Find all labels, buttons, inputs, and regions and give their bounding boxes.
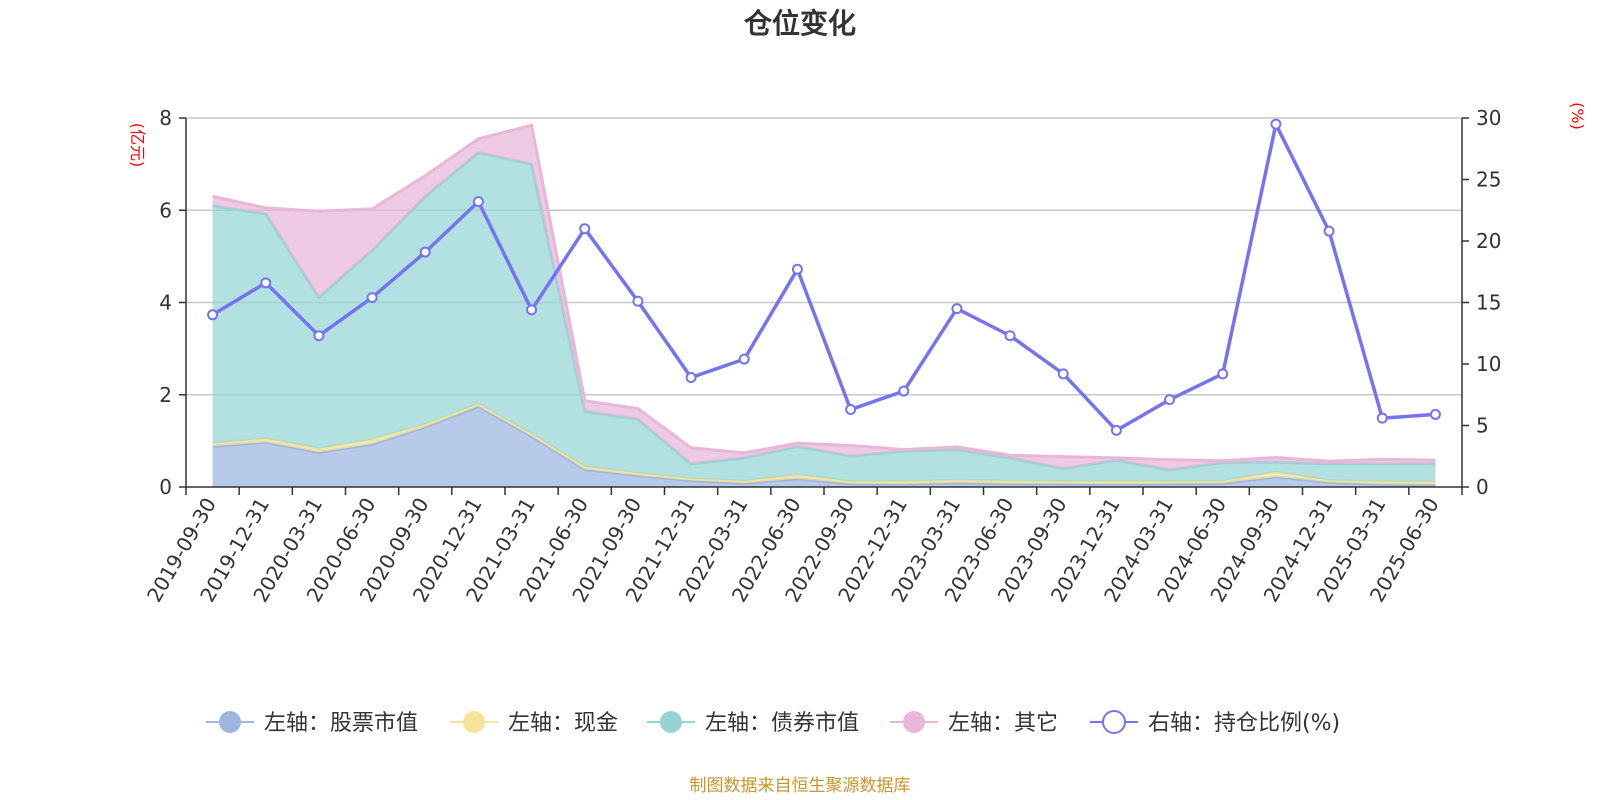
right-axis-unit: (%) xyxy=(1568,102,1587,130)
ratio-point xyxy=(1429,408,1441,420)
legend-label: 左轴：债券市值 xyxy=(705,711,859,736)
ratio-point xyxy=(1323,225,1335,237)
ratio-point xyxy=(526,304,538,316)
ratio-point xyxy=(1004,330,1016,342)
area-左轴：债券市值 xyxy=(212,152,1436,482)
legend-marker xyxy=(463,711,485,733)
right-tick-label: 10 xyxy=(1476,352,1501,376)
left-tick-label: 0 xyxy=(159,475,172,499)
right-tick-label: 5 xyxy=(1476,414,1489,438)
legend: 左轴：股票市值 左轴：现金 左轴：债券市值 左轴：其它 右轴：持仓比例(%) xyxy=(206,710,1340,736)
ratio-point xyxy=(898,385,910,397)
legend-marker xyxy=(660,711,682,733)
ratio-point xyxy=(313,330,325,342)
ratio-point xyxy=(366,292,378,304)
ratio-point xyxy=(1217,368,1229,380)
right-tick-label: 30 xyxy=(1476,106,1501,130)
ratio-point xyxy=(472,196,484,208)
legend-label: 右轴：持仓比例(%) xyxy=(1148,711,1340,736)
chart-title: 仓位变化 xyxy=(744,7,856,40)
ratio-point xyxy=(1110,424,1122,436)
left-axis-unit: (亿元) xyxy=(128,123,147,168)
ratio-point xyxy=(1057,368,1069,380)
right-tick-label: 15 xyxy=(1476,291,1501,315)
ratio-point xyxy=(845,404,857,416)
ratio-point xyxy=(207,309,219,321)
ratio-line-layer xyxy=(207,118,1441,436)
area-layers xyxy=(212,123,1436,487)
ratio-point xyxy=(1164,394,1176,406)
ratio-point xyxy=(1376,412,1388,424)
ratio-point xyxy=(632,295,644,307)
right-tick-label: 20 xyxy=(1476,229,1501,253)
right-tick-label: 0 xyxy=(1476,475,1489,499)
left-tick-label: 2 xyxy=(159,383,172,407)
ratio-point xyxy=(738,353,750,365)
ratio-point xyxy=(579,223,591,235)
ratio-point xyxy=(791,263,803,275)
ratio-point xyxy=(1270,118,1282,130)
left-tick-label: 6 xyxy=(159,198,172,222)
area-左轴：股票市值 xyxy=(212,406,1436,487)
area-edge-左轴：其它 xyxy=(212,123,1436,463)
legend-label: 左轴：其它 xyxy=(948,711,1058,736)
left-tick-label: 8 xyxy=(159,106,172,130)
ratio-point xyxy=(260,277,272,289)
left-tick-label: 4 xyxy=(159,291,172,315)
right-tick-label: 25 xyxy=(1476,168,1501,192)
ratio-point xyxy=(685,372,697,384)
data-source-note: 制图数据来自恒生聚源数据库 xyxy=(690,776,911,796)
ratio-point xyxy=(951,303,963,315)
legend-label: 左轴：现金 xyxy=(508,711,618,736)
ratio-line xyxy=(211,118,1436,433)
ratio-point xyxy=(419,246,431,258)
legend-label: 左轴：股票市值 xyxy=(264,711,418,736)
legend-marker xyxy=(1102,710,1126,734)
legend-marker xyxy=(903,711,925,733)
legend-marker xyxy=(219,711,241,733)
